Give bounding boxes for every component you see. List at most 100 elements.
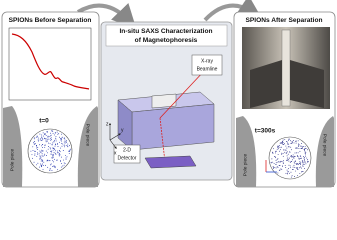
particle (301, 167, 302, 169)
particle (37, 152, 39, 154)
particle (54, 166, 56, 168)
particle (39, 158, 40, 160)
particle (297, 156, 298, 158)
particle (302, 156, 304, 158)
panel-setup: In-situ SAXS Characterization of Magneto… (100, 21, 233, 181)
particle (303, 157, 305, 159)
title-box (105, 24, 228, 47)
particle (283, 144, 285, 146)
pole-label: Pole piece (85, 124, 91, 147)
particle (61, 162, 63, 164)
pole-piece (315, 116, 334, 187)
particle (300, 143, 302, 144)
particle (41, 164, 43, 166)
particle (30, 150, 32, 152)
particle (297, 163, 299, 164)
particle (50, 132, 52, 134)
beamline-label: X-ray (201, 58, 213, 64)
particle (61, 142, 62, 144)
particle (42, 139, 44, 141)
particle (45, 150, 47, 152)
photo-cell (281, 29, 291, 107)
particle (53, 161, 55, 163)
particle (41, 161, 43, 163)
particle (281, 168, 283, 170)
particle (296, 163, 298, 165)
particle (65, 141, 67, 143)
particle (40, 160, 42, 162)
particle (288, 160, 290, 162)
pole-piece (77, 106, 98, 187)
particle (282, 153, 284, 155)
particle (67, 143, 69, 145)
particle (300, 157, 302, 159)
particle (279, 146, 281, 148)
particle (302, 164, 304, 166)
particle (286, 152, 288, 154)
particle (61, 133, 62, 135)
particle (50, 163, 52, 165)
particle (272, 161, 274, 163)
particle (302, 165, 304, 167)
particle (69, 145, 70, 147)
particle (39, 151, 41, 153)
particle (302, 146, 304, 147)
particle (279, 165, 281, 167)
particle (278, 165, 280, 166)
particle (39, 150, 41, 152)
label-box (113, 144, 141, 164)
particle (57, 133, 59, 135)
particle (39, 144, 41, 146)
particle (282, 165, 283, 167)
particle (307, 160, 309, 162)
particle (298, 158, 300, 160)
particle (42, 132, 44, 134)
particle (67, 145, 68, 147)
particle (286, 159, 288, 161)
particle (58, 132, 60, 134)
particle (275, 163, 277, 165)
particle (301, 161, 303, 163)
axis-label: y (121, 127, 124, 133)
particle (39, 156, 41, 158)
particle (275, 159, 277, 161)
particle (290, 155, 292, 157)
particle (49, 169, 51, 171)
particle (287, 143, 289, 145)
particle (298, 144, 300, 146)
particle (275, 162, 277, 164)
particle (277, 172, 279, 174)
axis-label: z (106, 121, 109, 127)
particle (41, 154, 43, 156)
particle (278, 169, 280, 171)
particle (57, 146, 59, 147)
particle (279, 160, 281, 162)
particle (285, 149, 287, 151)
detector (144, 155, 197, 169)
particle (52, 132, 54, 134)
particles (270, 138, 309, 178)
particle (286, 158, 288, 160)
particle (300, 145, 302, 147)
particle (57, 152, 59, 154)
particle (293, 161, 295, 163)
particle (275, 157, 277, 159)
particle (37, 162, 39, 164)
particle (50, 164, 52, 166)
particle-view (268, 136, 312, 180)
particle (44, 144, 46, 146)
particle (295, 147, 297, 149)
particle (55, 150, 57, 152)
particle (58, 150, 60, 152)
particle (52, 153, 54, 155)
particle (299, 150, 301, 152)
particle (293, 164, 295, 166)
particle (58, 154, 60, 156)
particle (277, 146, 279, 148)
label-box (191, 54, 223, 76)
particle (288, 146, 290, 148)
device-front (131, 103, 215, 151)
particle (42, 160, 44, 161)
particle (38, 140, 39, 142)
particle (49, 147, 51, 149)
